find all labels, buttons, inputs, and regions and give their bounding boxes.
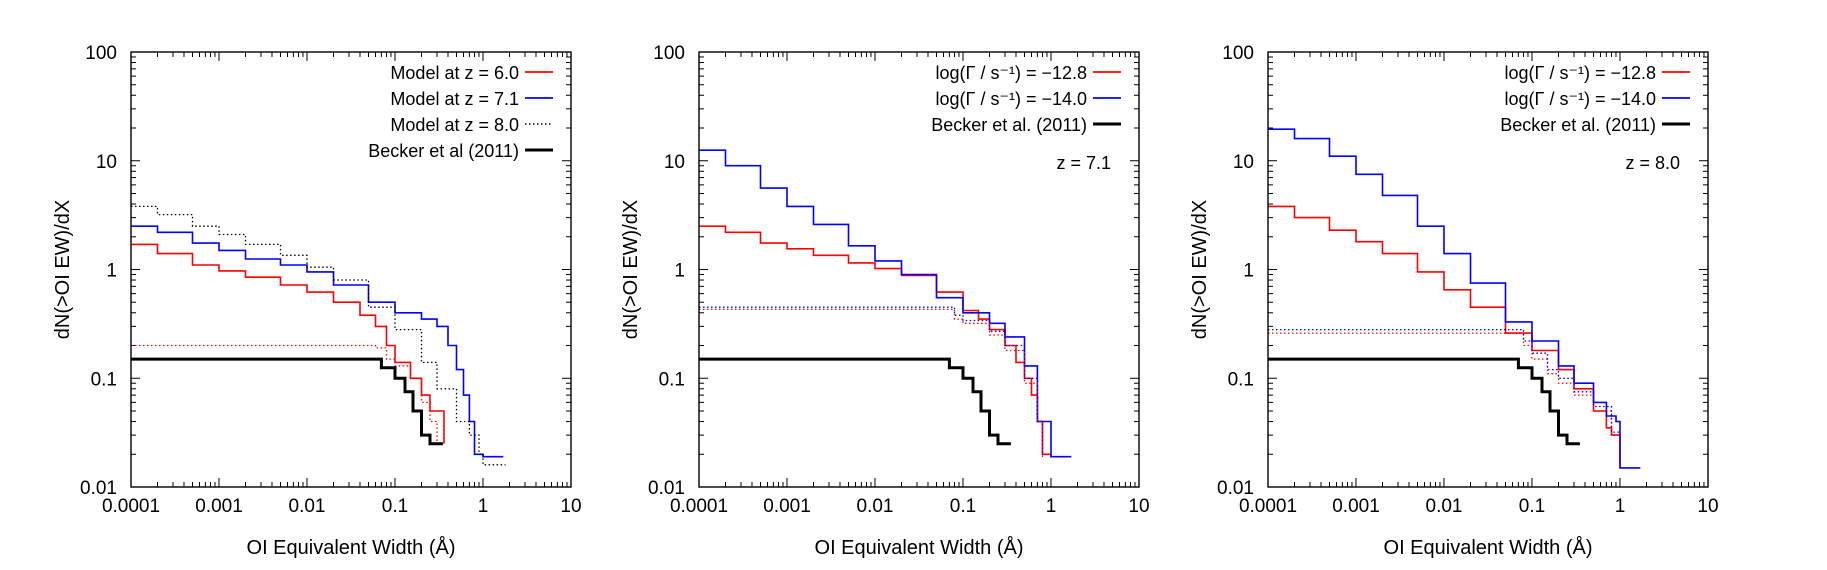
legend-label: Model at z = 7.1 bbox=[390, 89, 519, 109]
series-line-3 bbox=[131, 205, 506, 466]
series-line-5 bbox=[699, 357, 1011, 446]
x-tick-label: 0.0001 bbox=[1239, 496, 1297, 517]
legend-label: log(Γ / s⁻¹) = −12.8 bbox=[1505, 63, 1656, 83]
y-axis-label: dN(>OI EW)/dX bbox=[1189, 200, 1211, 339]
x-tick-label: 0.0001 bbox=[670, 496, 728, 517]
series-line-4 bbox=[699, 306, 1044, 457]
x-tick-label: 0.01 bbox=[1426, 496, 1463, 517]
series-line-2 bbox=[1268, 128, 1641, 469]
x-tick-label: 10 bbox=[560, 496, 581, 517]
y-tick-label: 0.01 bbox=[1217, 478, 1254, 499]
plot-area bbox=[1268, 128, 1641, 469]
x-tick-label: 0.1 bbox=[1519, 496, 1545, 517]
y-axis-label: dN(>OI EW)/dX bbox=[620, 200, 642, 339]
x-tick-label: 1 bbox=[1046, 496, 1057, 517]
series-line-5 bbox=[1268, 357, 1580, 446]
series-line-5 bbox=[131, 357, 443, 446]
series-line-1 bbox=[131, 243, 445, 444]
x-axis-label: OI Equivalent Width (Å) bbox=[247, 536, 456, 559]
axis-ticks bbox=[698, 52, 1139, 488]
legend-label: log(Γ / s⁻¹) = −14.0 bbox=[936, 89, 1087, 109]
chart-panel-1: 0.0001 0.001 0.01 0.1 1 10 0.01 0.1 1 10 100 OI Equ… bbox=[52, 43, 582, 559]
legend: Model at z = 6.0 Model at z = 7.1 Model at… bbox=[368, 63, 553, 161]
y-tick-label: 0.1 bbox=[1228, 369, 1254, 390]
x-tick-label: 1 bbox=[478, 496, 489, 517]
x-tick-label: 0.1 bbox=[950, 496, 976, 517]
y-tick-label: 1 bbox=[674, 261, 685, 282]
x-axis-label: OI Equivalent Width (Å) bbox=[815, 536, 1024, 559]
y-tick-label: 10 bbox=[1233, 152, 1254, 173]
plot-frame bbox=[130, 51, 572, 488]
x-tick-label: 0.1 bbox=[382, 496, 408, 517]
y-tick-label: 0.1 bbox=[91, 369, 117, 390]
y-tick-label: 100 bbox=[85, 43, 117, 64]
x-tick-label: 10 bbox=[1128, 496, 1149, 517]
x-tick-label: 1 bbox=[1615, 496, 1626, 517]
y-tick-label: 10 bbox=[664, 152, 685, 173]
legend-label: Becker et al (2011) bbox=[368, 141, 519, 161]
series-line-2 bbox=[699, 149, 1072, 458]
axis-ticks bbox=[130, 52, 571, 488]
legend-label: Model at z = 6.0 bbox=[390, 63, 519, 83]
x-tick-label: 0.001 bbox=[1332, 496, 1380, 517]
legend-label: Becker et al. (2011) bbox=[931, 115, 1087, 135]
plot-frame bbox=[1267, 51, 1709, 488]
series-line-4 bbox=[131, 344, 438, 444]
chart-panel-3: 0.0001 0.001 0.01 0.1 1 10 0.01 0.1 1 10 100 OI Equ… bbox=[1189, 43, 1719, 559]
x-tick-label: 10 bbox=[1697, 496, 1718, 517]
legend-label: log(Γ / s⁻¹) = −14.0 bbox=[1505, 89, 1656, 109]
chart-panel-2: 0.0001 0.001 0.01 0.1 1 10 0.01 0.1 1 10 100 OI Equ… bbox=[620, 43, 1150, 559]
legend: log(Γ / s⁻¹) = −12.8 log(Γ / s⁻¹) = −14.0… bbox=[1500, 63, 1690, 135]
series-line-2 bbox=[131, 225, 504, 458]
series-line-4 bbox=[1268, 328, 1621, 468]
legend: log(Γ / s⁻¹) = −12.8 log(Γ / s⁻¹) = −14.0… bbox=[931, 63, 1121, 135]
y-tick-label: 1 bbox=[106, 261, 117, 282]
series-line-3 bbox=[1268, 332, 1621, 468]
x-tick-label: 0.001 bbox=[195, 496, 243, 517]
y-tick-label: 0.1 bbox=[659, 369, 685, 390]
y-tick-label: 0.01 bbox=[648, 478, 685, 499]
legend-label: Model at z = 8.0 bbox=[390, 115, 519, 135]
x-tick-label: 0.001 bbox=[763, 496, 811, 517]
plot-area bbox=[699, 149, 1072, 458]
x-axis-label: OI Equivalent Width (Å) bbox=[1384, 536, 1593, 559]
y-tick-label: 0.01 bbox=[80, 478, 117, 499]
y-tick-label: 100 bbox=[653, 43, 685, 64]
x-tick-label: 0.0001 bbox=[102, 496, 160, 517]
x-tick-label: 0.01 bbox=[289, 496, 326, 517]
y-tick-label: 100 bbox=[1222, 43, 1254, 64]
legend-label: log(Γ / s⁻¹) = −12.8 bbox=[936, 63, 1087, 83]
y-tick-label: 1 bbox=[1243, 261, 1254, 282]
plot-area bbox=[131, 205, 506, 466]
y-axis-label: dN(>OI EW)/dX bbox=[52, 200, 74, 339]
panel-annotation: z = 8.0 bbox=[1625, 153, 1680, 173]
legend-label: Becker et al. (2011) bbox=[1500, 115, 1656, 135]
panel-annotation: z = 7.1 bbox=[1056, 153, 1111, 173]
x-tick-label: 0.01 bbox=[857, 496, 894, 517]
y-tick-label: 10 bbox=[96, 152, 117, 173]
plot-frame bbox=[698, 51, 1140, 488]
